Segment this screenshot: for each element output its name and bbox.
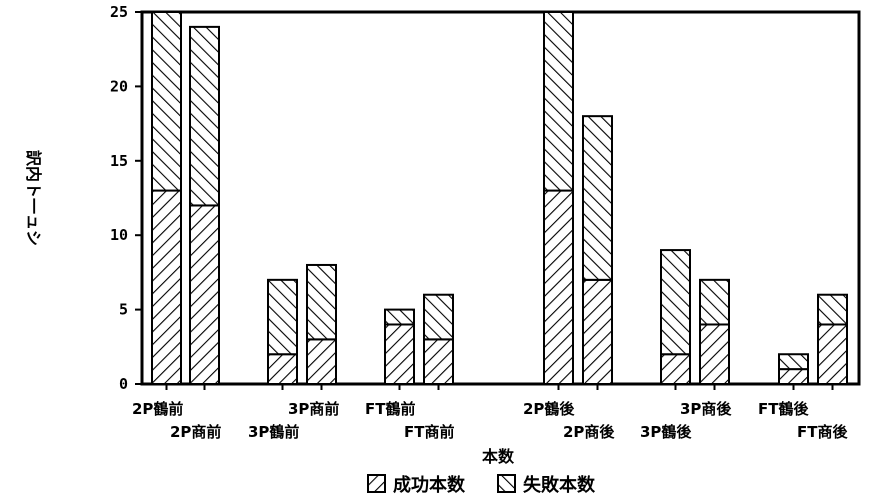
y-tick-label: 10 [110, 226, 128, 244]
bar-success-9 [660, 353, 691, 385]
bar-failure-11 [778, 353, 809, 371]
y-tick-label: 20 [110, 77, 128, 95]
y-axis-title-text: 訳内ト一ュシ [24, 150, 43, 246]
bar-failure-12 [817, 293, 848, 326]
bar-failure-5 [384, 308, 415, 326]
x-category-label-5: FT鶴前 [365, 400, 415, 418]
plot-frame [140, 10, 861, 386]
bar-failure-7 [543, 11, 574, 192]
bar-failure-1 [151, 11, 182, 192]
x-category-label-10: 3P商後 [680, 400, 732, 418]
bar-success-6 [423, 338, 454, 385]
bar-success-8 [582, 278, 613, 385]
y-axis: 0 5 10 15 20 25 [110, 3, 142, 393]
bar-success-5 [384, 323, 415, 386]
x-category-label-8: 2P商後 [563, 423, 615, 441]
bar-failure-6 [423, 293, 454, 341]
legend-label-success: 成功本数 [393, 474, 466, 496]
x-category-label-6: FT商前 [404, 423, 454, 441]
bar-success-4 [306, 338, 337, 385]
bar-success-12 [817, 323, 848, 386]
bar-success-7 [543, 189, 574, 385]
x-category-label-1: 2P鶴前 [132, 400, 183, 418]
legend: 成功本数 失敗本数 [367, 474, 596, 496]
bar-success-3 [267, 353, 298, 385]
x-category-label-11: FT鶴後 [758, 400, 809, 418]
bars-layer [151, 11, 848, 386]
x-category-label-4: 3P商前 [288, 400, 339, 418]
bar-failure-10 [699, 278, 730, 326]
x-category-label-12: FT商後 [797, 423, 848, 441]
bar-failure-2 [189, 25, 220, 207]
bar-failure-8 [582, 115, 613, 281]
x-category-label-9: 3P鶴後 [640, 423, 692, 441]
legend-swatch-failure [497, 474, 516, 493]
x-category-label-3: 3P鶴前 [248, 423, 299, 441]
y-tick-label: 0 [119, 375, 128, 393]
bar-success-11 [778, 368, 809, 385]
bar-success-2 [189, 204, 220, 385]
x-category-label-7: 2P鶴後 [523, 400, 575, 418]
x-axis: 2P鶴前 2P商前 3P鶴前 3P商前 FT鶴前 FT商前 2P鶴後 2P商後 3P鶴後 3P商後… [132, 384, 848, 441]
bar-success-1 [151, 189, 182, 385]
y-tick-label: 5 [119, 301, 128, 319]
legend-label-failure: 失敗本数 [523, 474, 596, 496]
y-axis-title: 訳内ト一ュシ [24, 150, 43, 246]
bar-success-10 [699, 323, 730, 386]
bar-failure-3 [267, 278, 298, 356]
legend-swatch-success [367, 474, 386, 493]
x-category-label-2: 2P商前 [170, 423, 221, 441]
y-tick-label: 15 [110, 152, 128, 170]
bar-failure-4 [306, 263, 337, 341]
bar-failure-9 [660, 249, 691, 356]
y-tick-label: 25 [110, 3, 128, 21]
x-axis-title: 本数 [482, 447, 515, 466]
